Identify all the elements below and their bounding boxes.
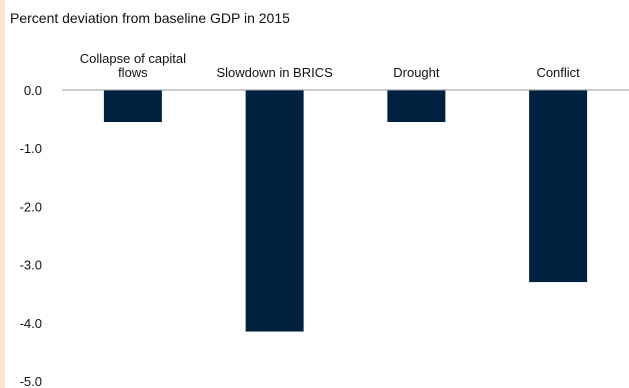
category-label: Slowdown in BRICS xyxy=(216,65,333,80)
y-tick-label: -2.0 xyxy=(20,199,42,214)
left-accent-strip xyxy=(0,0,5,388)
bars-layer xyxy=(103,90,588,332)
bar xyxy=(529,90,588,283)
chart-title: Percent deviation from baseline GDP in 2… xyxy=(10,10,290,26)
y-tick-label: -5.0 xyxy=(20,374,42,388)
bar xyxy=(103,90,162,123)
bar xyxy=(387,90,446,123)
y-tick-label: -1.0 xyxy=(20,141,42,156)
category-label: Drought xyxy=(393,65,440,80)
category-label: Collapse of capital xyxy=(80,51,186,66)
y-tick-label: -3.0 xyxy=(20,258,42,273)
category-label: Conflict xyxy=(536,65,580,80)
y-tick-labels: 0.0 -1.0 -2.0 -3.0 -4.0 -5.0 xyxy=(20,83,42,388)
y-tick-label: 0.0 xyxy=(24,83,42,98)
category-label: flows xyxy=(118,65,148,80)
bar xyxy=(245,90,304,332)
y-tick-label: -4.0 xyxy=(20,316,42,331)
